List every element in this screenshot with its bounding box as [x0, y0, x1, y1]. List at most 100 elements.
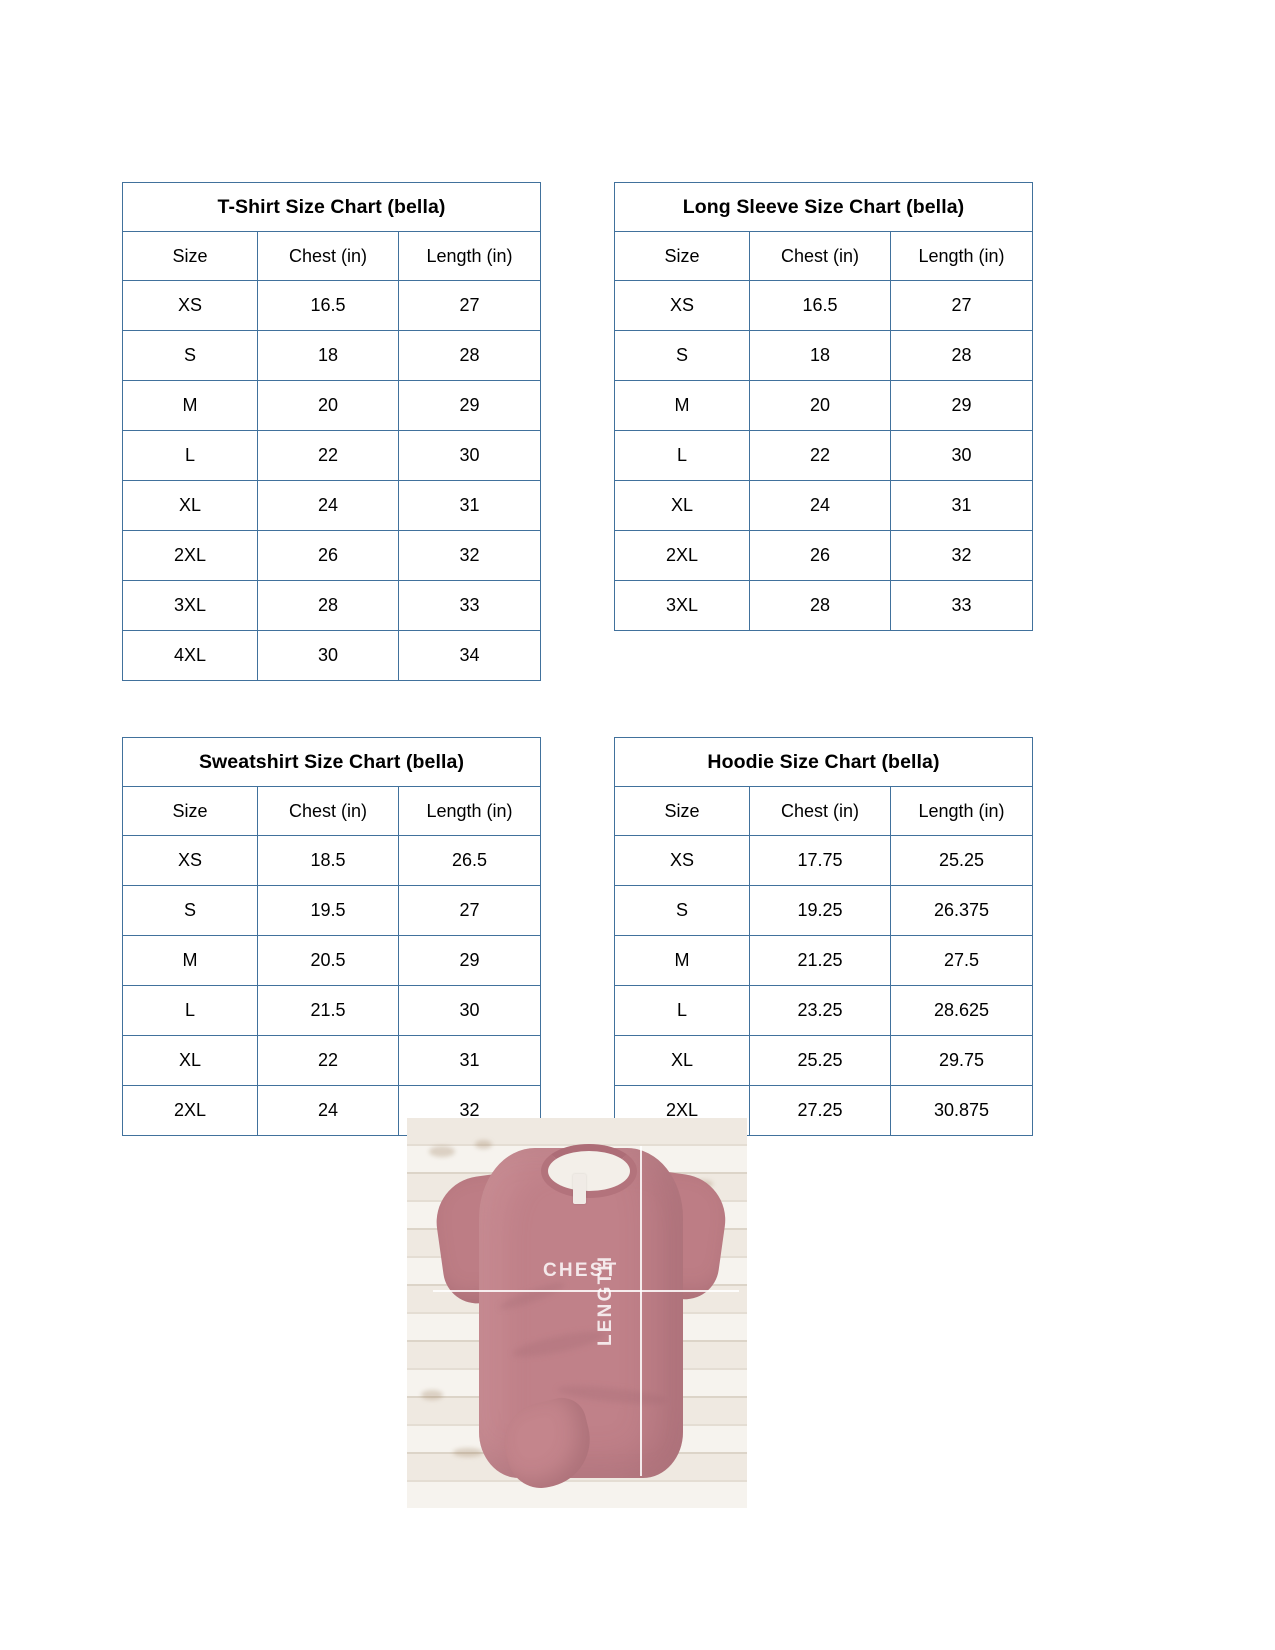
table-row: S 18 28 [614, 330, 1034, 381]
column-header-length: Length (in) [397, 786, 542, 836]
cell-length: 26.5 [397, 835, 542, 886]
cell-chest: 20 [749, 380, 891, 431]
cell-chest: 24 [749, 480, 891, 531]
table-row: M 20 29 [122, 380, 542, 431]
cell-size: XS [122, 835, 258, 886]
cell-chest: 28 [257, 580, 399, 631]
table-header-row: Size Chest (in) Length (in) [614, 231, 1034, 281]
charts-row-top: T-Shirt Size Chart (bella) Size Chest (i… [121, 182, 1034, 681]
cell-chest: 22 [257, 1035, 399, 1086]
table-row: 2XL 24 32 [122, 1085, 542, 1136]
cell-chest: 18 [257, 330, 399, 381]
chart-slot-sweatshirt: Sweatshirt Size Chart (bella) Size Chest… [121, 737, 542, 1136]
table-row: L 22 30 [614, 430, 1034, 481]
cell-size: L [122, 430, 258, 481]
cell-size: XS [614, 835, 750, 886]
table-row: L 22 30 [122, 430, 542, 481]
cell-length: 30 [397, 985, 542, 1036]
cell-chest: 25.25 [749, 1035, 891, 1086]
cell-size: S [614, 330, 750, 381]
table-row: XS 17.75 25.25 [614, 835, 1033, 886]
cell-length: 26.375 [890, 885, 1033, 936]
table-row: S 18 28 [122, 330, 542, 381]
cell-chest: 19.5 [257, 885, 399, 936]
cell-chest: 16.5 [749, 280, 891, 331]
chart-slot-hoodie: Hoodie Size Chart (bella) Size Chest (in… [614, 737, 1033, 1136]
cell-length: 30.875 [890, 1085, 1033, 1136]
hoodie-table-title: Hoodie Size Chart (bella) [614, 737, 1033, 787]
cell-chest: 28 [749, 580, 891, 631]
cell-chest: 23.25 [749, 985, 891, 1036]
table-row: XS 18.5 26.5 [122, 835, 542, 886]
cell-size: L [614, 985, 750, 1036]
cell-chest: 16.5 [257, 280, 399, 331]
long-sleeve-size-table: Long Sleeve Size Chart (bella) Size Ches… [613, 182, 1034, 631]
table-row: XL 24 31 [614, 480, 1034, 531]
table-row: S 19.25 26.375 [614, 885, 1033, 936]
column-header-size: Size [614, 231, 750, 281]
table-row: 3XL 28 33 [614, 580, 1034, 631]
cell-length: 32 [889, 530, 1034, 581]
cell-chest: 19.25 [749, 885, 891, 936]
wood-knot [475, 1140, 492, 1149]
chart-slot-t-shirt: T-Shirt Size Chart (bella) Size Chest (i… [121, 182, 542, 681]
cell-length: 29 [397, 935, 542, 986]
cell-size: M [614, 935, 750, 986]
cell-size: XS [614, 280, 750, 331]
chart-slot-long-sleeve: Long Sleeve Size Chart (bella) Size Ches… [613, 182, 1034, 631]
cell-size: L [122, 985, 258, 1036]
hoodie-size-table: Hoodie Size Chart (bella) Size Chest (in… [614, 737, 1033, 1136]
sweatshirt-table-title: Sweatshirt Size Chart (bella) [121, 737, 542, 787]
cell-size: L [614, 430, 750, 481]
table-row: XL 25.25 29.75 [614, 1035, 1033, 1086]
cell-length: 33 [397, 580, 542, 631]
cell-chest: 20 [257, 380, 399, 431]
column-header-chest: Chest (in) [749, 786, 891, 836]
column-header-chest: Chest (in) [257, 231, 399, 281]
cell-length: 28 [397, 330, 542, 381]
cell-chest: 27.25 [749, 1085, 891, 1136]
cell-chest: 22 [257, 430, 399, 481]
column-header-length: Length (in) [890, 786, 1033, 836]
cell-length: 29 [397, 380, 542, 431]
table-header-row: Size Chest (in) Length (in) [122, 786, 542, 836]
sweatshirt-size-table: Sweatshirt Size Chart (bella) Size Chest… [121, 737, 542, 1136]
cell-chest: 24 [257, 1085, 399, 1136]
cell-size: S [122, 885, 258, 936]
cell-chest: 30 [257, 630, 399, 681]
cell-size: XL [122, 480, 258, 531]
t-shirt-table-title: T-Shirt Size Chart (bella) [121, 182, 542, 232]
cell-length: 31 [889, 480, 1034, 531]
measurement-photo: CHEST LENGTH [407, 1118, 747, 1508]
cell-size: 3XL [614, 580, 750, 631]
column-header-length: Length (in) [889, 231, 1034, 281]
cell-size: XL [614, 1035, 750, 1086]
wood-knot [453, 1448, 483, 1457]
column-header-size: Size [614, 786, 750, 836]
cell-length: 27 [397, 885, 542, 936]
grid-spacer [122, 681, 1034, 737]
tshirt-collar [541, 1144, 637, 1198]
table-row: S 19.5 27 [122, 885, 542, 936]
cell-size: M [614, 380, 750, 431]
cell-length: 34 [397, 630, 542, 681]
tshirt-illustration [430, 1140, 732, 1496]
cell-length: 29.75 [890, 1035, 1033, 1086]
table-header-row: Size Chest (in) Length (in) [122, 231, 542, 281]
cell-chest: 22 [749, 430, 891, 481]
cell-size: 2XL [122, 530, 258, 581]
table-row: 2XL 26 32 [122, 530, 542, 581]
table-title-row: Sweatshirt Size Chart (bella) [121, 737, 542, 787]
cell-size: 2XL [614, 530, 750, 581]
column-header-length: Length (in) [397, 231, 542, 281]
tshirt-brand-tag [573, 1174, 586, 1204]
cell-size: 3XL [122, 580, 258, 631]
cell-chest: 18 [749, 330, 891, 381]
cell-size: XS [122, 280, 258, 331]
table-row: XS 16.5 27 [614, 280, 1034, 331]
cell-length: 25.25 [890, 835, 1033, 886]
table-row: XS 16.5 27 [122, 280, 542, 331]
length-measure-line [640, 1146, 642, 1476]
table-title-row: Hoodie Size Chart (bella) [614, 737, 1033, 787]
table-row: 4XL 30 34 [122, 630, 542, 681]
